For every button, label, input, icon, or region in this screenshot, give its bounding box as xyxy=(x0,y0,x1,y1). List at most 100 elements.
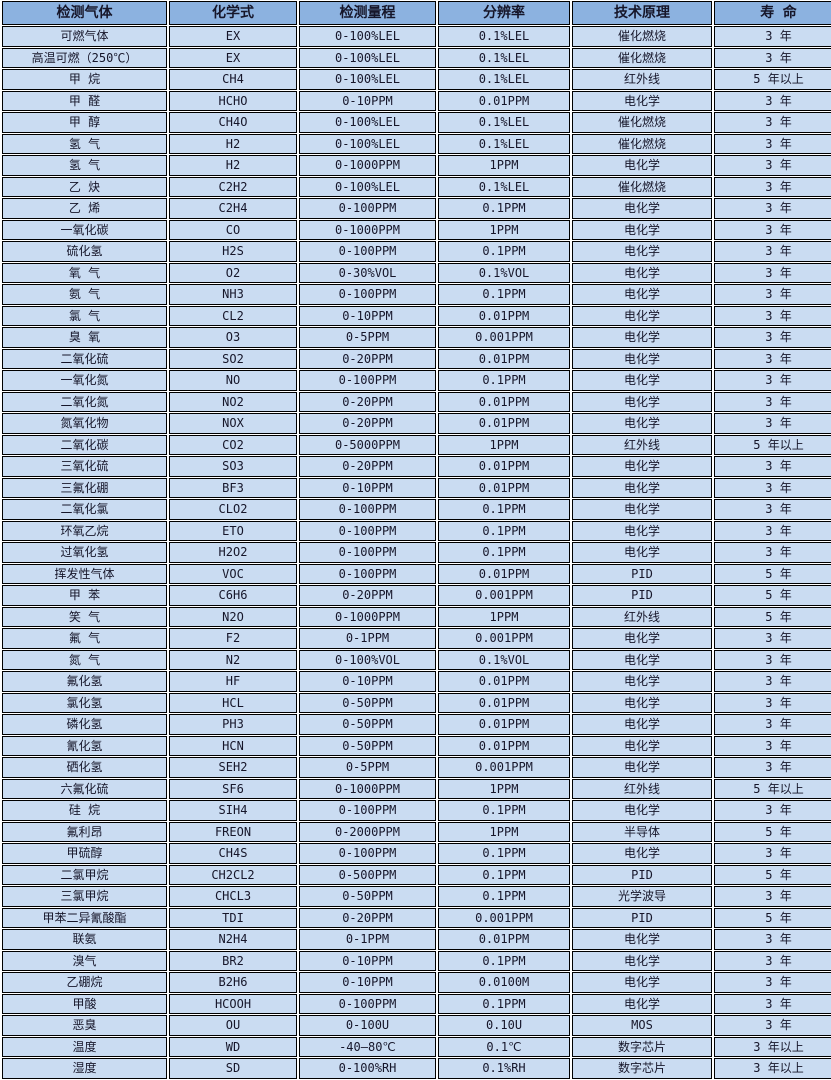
cell-range: 0-1PPM xyxy=(299,929,436,950)
cell-formula: SF6 xyxy=(169,778,297,799)
cell-range: 0-100PPM xyxy=(299,563,436,584)
table-row: 甲 醛 HCHO 0-10PPM 0.01PPM 电化学 3 年 xyxy=(2,90,831,111)
cell-lifespan: 5 年 xyxy=(714,821,831,842)
cell-range: 0-100U xyxy=(299,1015,436,1036)
cell-resolution: 1PPM xyxy=(438,606,570,627)
cell-lifespan: 3 年 xyxy=(714,176,831,197)
cell-resolution: 1PPM xyxy=(438,434,570,455)
cell-gas: 环氧乙烷 xyxy=(2,520,167,541)
column-header-resolution: 分辨率 xyxy=(438,1,570,25)
cell-principle: 电化学 xyxy=(572,241,712,262)
cell-resolution: 0.001PPM xyxy=(438,907,570,928)
cell-resolution: 0.1%LEL xyxy=(438,47,570,68)
cell-resolution: 0.1%LEL xyxy=(438,26,570,47)
table-row: 三氟化硼 BF3 0-10PPM 0.01PPM 电化学 3 年 xyxy=(2,477,831,498)
cell-gas: 氮 气 xyxy=(2,649,167,670)
table-row: 磷化氢 PH3 0-50PPM 0.01PPM 电化学 3 年 xyxy=(2,714,831,735)
cell-gas: 二氧化氯 xyxy=(2,499,167,520)
cell-range: 0-10PPM xyxy=(299,477,436,498)
cell-resolution: 0.1PPM xyxy=(438,370,570,391)
cell-formula: CH4S xyxy=(169,843,297,864)
cell-lifespan: 3 年 xyxy=(714,886,831,907)
cell-resolution: 0.01PPM xyxy=(438,348,570,369)
cell-formula: EX xyxy=(169,47,297,68)
table-row: 甲 苯 C6H6 0-20PPM 0.001PPM PID 5 年 xyxy=(2,585,831,606)
cell-resolution: 0.01PPM xyxy=(438,735,570,756)
cell-lifespan: 3 年 xyxy=(714,628,831,649)
cell-principle: 电化学 xyxy=(572,305,712,326)
cell-gas: 乙硼烷 xyxy=(2,972,167,993)
cell-range: 0-100PPM xyxy=(299,993,436,1014)
cell-range: 0-1000PPM xyxy=(299,155,436,176)
cell-formula: BF3 xyxy=(169,477,297,498)
cell-lifespan: 5 年 xyxy=(714,585,831,606)
cell-gas: 氟化氢 xyxy=(2,671,167,692)
cell-lifespan: 3 年 xyxy=(714,241,831,262)
cell-lifespan: 3 年 xyxy=(714,929,831,950)
table-body: 可燃气体 EX 0-100%LEL 0.1%LEL 催化燃烧 3 年高温可燃（250℃） E… xyxy=(2,26,831,1079)
cell-range: 0-1000PPM xyxy=(299,778,436,799)
cell-range: 0-5000PPM xyxy=(299,434,436,455)
cell-formula: H2O2 xyxy=(169,542,297,563)
cell-formula: HCOOH xyxy=(169,993,297,1014)
table-row: 湿度 SD 0-100%RH 0.1%RH 数字芯片 3 年以上 xyxy=(2,1058,831,1079)
cell-lifespan: 3 年 xyxy=(714,972,831,993)
cell-resolution: 0.001PPM xyxy=(438,585,570,606)
cell-gas: 笑 气 xyxy=(2,606,167,627)
table-row: 过氧化氢 H2O2 0-100PPM 0.1PPM 电化学 3 年 xyxy=(2,542,831,563)
cell-range: 0-20PPM xyxy=(299,585,436,606)
cell-principle: 电化学 xyxy=(572,90,712,111)
cell-formula: CH2CL2 xyxy=(169,864,297,885)
cell-lifespan: 3 年 xyxy=(714,26,831,47)
table-row: 臭 氧 O3 0-5PPM 0.001PPM 电化学 3 年 xyxy=(2,327,831,348)
cell-lifespan: 5 年 xyxy=(714,563,831,584)
cell-lifespan: 3 年 xyxy=(714,735,831,756)
cell-lifespan: 5 年以上 xyxy=(714,778,831,799)
cell-gas: 氢 气 xyxy=(2,133,167,154)
cell-range: 0-50PPM xyxy=(299,714,436,735)
cell-gas: 二氯甲烷 xyxy=(2,864,167,885)
cell-principle: PID xyxy=(572,907,712,928)
cell-range: 0-100%LEL xyxy=(299,176,436,197)
cell-gas: 乙 烯 xyxy=(2,198,167,219)
cell-formula: TDI xyxy=(169,907,297,928)
cell-resolution: 1PPM xyxy=(438,155,570,176)
cell-principle: 电化学 xyxy=(572,327,712,348)
cell-formula: NO2 xyxy=(169,391,297,412)
cell-formula: CO xyxy=(169,219,297,240)
cell-gas: 甲 醛 xyxy=(2,90,167,111)
cell-principle: 电化学 xyxy=(572,542,712,563)
cell-formula: O3 xyxy=(169,327,297,348)
cell-formula: SO3 xyxy=(169,456,297,477)
cell-principle: 电化学 xyxy=(572,671,712,692)
cell-formula: C2H4 xyxy=(169,198,297,219)
cell-lifespan: 3 年以上 xyxy=(714,1058,831,1079)
cell-principle: 电化学 xyxy=(572,391,712,412)
cell-gas: 二氧化氮 xyxy=(2,391,167,412)
cell-lifespan: 3 年 xyxy=(714,305,831,326)
cell-lifespan: 5 年 xyxy=(714,864,831,885)
cell-resolution: 0.01PPM xyxy=(438,671,570,692)
cell-gas: 氟利昂 xyxy=(2,821,167,842)
cell-principle: 催化燃烧 xyxy=(572,112,712,133)
cell-lifespan: 3 年 xyxy=(714,520,831,541)
cell-principle: 电化学 xyxy=(572,413,712,434)
cell-resolution: 0.1%LEL xyxy=(438,176,570,197)
table-row: 甲 烷 CH4 0-100%LEL 0.1%LEL 红外线 5 年以上 xyxy=(2,69,831,90)
cell-gas: 过氧化氢 xyxy=(2,542,167,563)
cell-resolution: 0.1%LEL xyxy=(438,112,570,133)
table-row: 氢 气 H2 0-1000PPM 1PPM 电化学 3 年 xyxy=(2,155,831,176)
cell-gas: 挥发性气体 xyxy=(2,563,167,584)
cell-lifespan: 3 年以上 xyxy=(714,1036,831,1057)
cell-range: 0-10PPM xyxy=(299,305,436,326)
cell-resolution: 0.01PPM xyxy=(438,714,570,735)
cell-formula: O2 xyxy=(169,262,297,283)
cell-formula: PH3 xyxy=(169,714,297,735)
cell-formula: SIH4 xyxy=(169,800,297,821)
cell-resolution: 0.1PPM xyxy=(438,542,570,563)
cell-formula: CLO2 xyxy=(169,499,297,520)
cell-principle: 电化学 xyxy=(572,757,712,778)
table-row: 硫化氢 H2S 0-100PPM 0.1PPM 电化学 3 年 xyxy=(2,241,831,262)
cell-gas: 磷化氢 xyxy=(2,714,167,735)
cell-lifespan: 3 年 xyxy=(714,370,831,391)
